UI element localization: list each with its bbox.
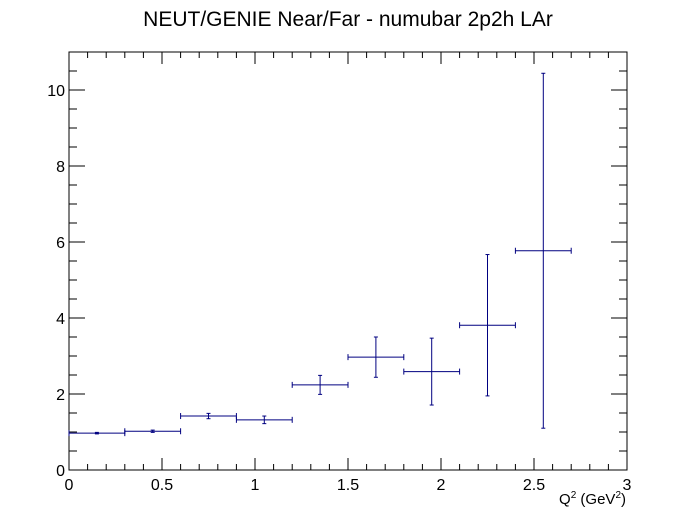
x-axis: 0 0.5 1 1.5 2 2.5 3 bbox=[65, 52, 632, 494]
y-tick-label: 2 bbox=[56, 387, 65, 404]
data-point bbox=[124, 428, 182, 435]
x-tick-label: 1.5 bbox=[337, 477, 359, 494]
y-tick-label: 4 bbox=[56, 311, 65, 328]
x-axis-label-unit-sup: 2 bbox=[615, 490, 621, 501]
x-axis-label-q: Q bbox=[559, 491, 571, 508]
x-tick-label: 2 bbox=[437, 477, 446, 494]
data-point bbox=[403, 337, 461, 406]
data-point bbox=[68, 430, 126, 437]
x-axis-label: Q2 (GeV2) bbox=[559, 490, 626, 508]
y-tick-label: 6 bbox=[56, 235, 65, 252]
data-point bbox=[291, 374, 349, 395]
x-axis-label-unit: (GeV bbox=[576, 491, 615, 508]
chart-title: NEUT/GENIE Near/Far - numubar 2p2h LAr bbox=[143, 8, 553, 31]
y-tick-label: 8 bbox=[56, 159, 65, 176]
y-tick-label: 0 bbox=[56, 463, 65, 480]
x-axis-label-q-sup: 2 bbox=[571, 490, 577, 501]
x-tick-label: 0.5 bbox=[151, 477, 173, 494]
data-point bbox=[180, 412, 237, 420]
x-tick-label: 0 bbox=[65, 477, 74, 494]
y-tick-label: 10 bbox=[47, 83, 65, 100]
x-tick-label: 2.5 bbox=[523, 477, 545, 494]
x-axis-label-close: ) bbox=[621, 491, 626, 508]
data-point bbox=[514, 72, 572, 429]
data-series bbox=[68, 72, 572, 437]
x-tick-label: 3 bbox=[623, 477, 632, 494]
x-tick-label: 1 bbox=[251, 477, 260, 494]
data-point bbox=[347, 336, 405, 378]
y-axis: 0 2 4 6 8 10 bbox=[47, 51, 627, 480]
data-point bbox=[235, 415, 293, 425]
data-point bbox=[459, 254, 516, 397]
